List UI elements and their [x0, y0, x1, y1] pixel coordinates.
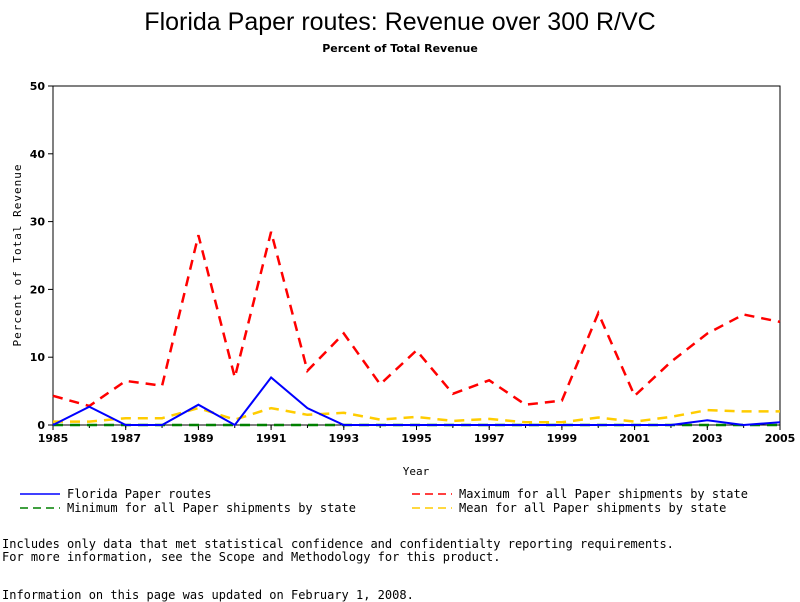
x-tick-label: 1985: [38, 432, 69, 445]
x-tick-label: 1991: [256, 432, 287, 445]
y-axis-label: Percent of Total Revenue: [11, 164, 24, 347]
chart-subtitle: Percent of Total Revenue: [322, 42, 478, 55]
legend-label-1: Maximum for all Paper shipments by state: [459, 487, 748, 501]
x-tick-label: 1997: [474, 432, 505, 445]
x-axis: 1985 1987 1989 1991 1993 1995 1997 1999 2001 2003…: [38, 425, 796, 445]
y-axis: 0 10 20 30 40 50: [30, 80, 53, 432]
x-tick-label: 1999: [547, 432, 578, 445]
plot-area: [52, 85, 781, 426]
y-tick-label: 50: [30, 80, 46, 93]
legend-label-3: Mean for all Paper shipments by state: [459, 501, 726, 515]
legend: Florida Paper routes Maximum for all Pape…: [20, 487, 748, 515]
y-tick-label: 0: [37, 419, 45, 432]
y-tick-label: 40: [30, 148, 46, 161]
x-tick-label: 1989: [183, 432, 214, 445]
series-line-1: [52, 231, 781, 408]
series-group: [52, 231, 781, 427]
x-tick-label: 2005: [765, 432, 796, 445]
chart-title: Florida Paper routes: Revenue over 300 R…: [144, 8, 656, 36]
footnote-confidence: Includes only data that met statistical …: [2, 537, 674, 551]
x-tick-label: 1993: [328, 432, 359, 445]
footnote-methodology: For more information, see the Scope and …: [2, 550, 501, 564]
x-axis-label: Year: [403, 465, 430, 478]
x-tick-label: 1987: [110, 432, 141, 445]
footnote-updated: Information on this page was updated on …: [2, 588, 414, 602]
legend-label-0: Florida Paper routes: [67, 487, 212, 501]
legend-label-2: Minimum for all Paper shipments by state: [67, 501, 356, 515]
series-line-3: [53, 406, 780, 424]
x-tick-label: 1995: [401, 432, 432, 445]
series-line-0: [52, 376, 781, 427]
y-tick-label: 30: [30, 216, 46, 229]
y-tick-label: 20: [30, 283, 46, 296]
x-tick-label: 2003: [692, 432, 723, 445]
y-tick-label: 10: [30, 351, 46, 364]
x-tick-label: 2001: [619, 432, 650, 445]
